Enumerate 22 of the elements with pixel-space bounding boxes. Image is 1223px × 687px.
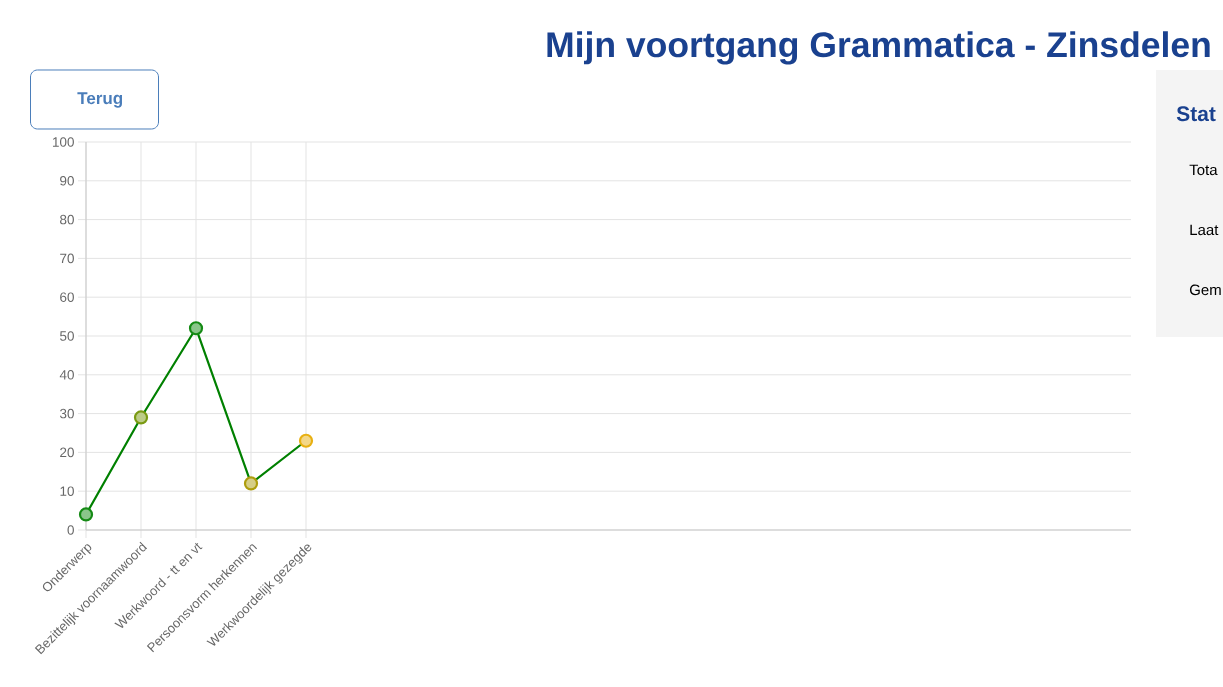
y-tick-label: 60 <box>60 292 74 302</box>
text: Mijn voortgang Grammatica - Zinsdelen <box>547 31 1210 65</box>
text: Terug <box>77 92 123 108</box>
y-tick-label: 50 <box>59 331 74 341</box>
y-tick-label: 20 <box>60 447 74 458</box>
point <box>188 321 204 336</box>
point <box>78 507 94 522</box>
text: Laat <box>1190 224 1219 236</box>
y-tick-label: 0 <box>67 525 74 535</box>
text: Gem <box>1189 284 1221 296</box>
y-tick-label: 70 <box>60 253 74 264</box>
y-tick-label: 90 <box>60 176 74 186</box>
y-tick-label: 80 <box>60 214 74 225</box>
y-tick-label: 10 <box>60 486 74 496</box>
y-tick-label: 100 <box>52 137 74 147</box>
point <box>133 410 149 425</box>
y-tick-label: 40 <box>59 370 74 380</box>
point <box>298 433 314 448</box>
text: Tota <box>1189 164 1218 176</box>
y-tick-label: 30 <box>59 408 74 419</box>
text: Stat <box>1176 106 1216 122</box>
point <box>243 476 259 491</box>
